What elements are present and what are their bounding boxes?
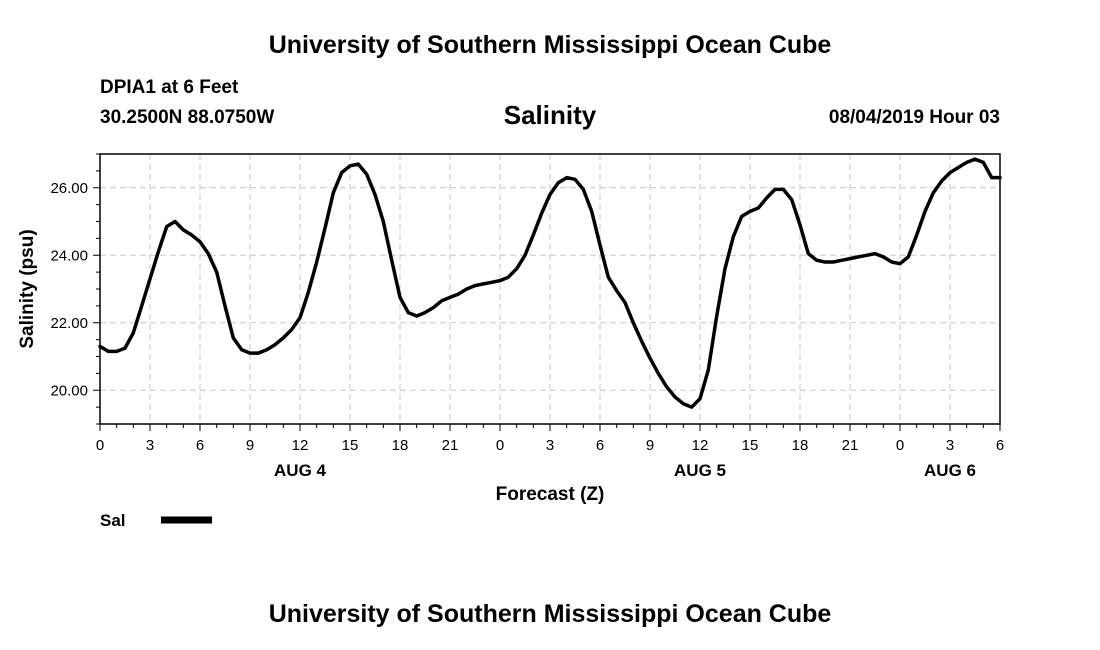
x-tick-label: 3	[546, 437, 554, 454]
x-axis-label: Forecast (Z)	[496, 484, 605, 505]
x-tick-label: 6	[996, 437, 1004, 454]
x-tick-label: 15	[342, 437, 359, 454]
day-label: AUG 4	[274, 461, 327, 480]
x-tick-label: 21	[442, 437, 459, 454]
x-tick-label: 3	[146, 437, 154, 454]
y-tick-label: 24.00	[50, 247, 88, 264]
x-tick-label: 0	[896, 437, 904, 454]
x-tick-label: 9	[246, 437, 254, 454]
x-tick-label: 3	[946, 437, 954, 454]
coordinates-label: 30.2500N 88.0750W	[100, 107, 275, 128]
y-tick-label: 20.00	[50, 382, 88, 399]
x-tick-label: 21	[842, 437, 859, 454]
day-label: AUG 6	[924, 461, 976, 480]
chart-top-title: University of Southern Mississippi Ocean…	[268, 31, 832, 59]
x-tick-label: 0	[496, 437, 504, 454]
x-tick-label: 18	[392, 437, 409, 454]
y-tick-label: 22.00	[50, 315, 88, 332]
day-label: AUG 5	[674, 461, 726, 480]
x-tick-label: 12	[692, 437, 709, 454]
x-tick-label: 6	[596, 437, 604, 454]
x-tick-label: 6	[196, 437, 204, 454]
legend-label: Sal	[100, 511, 126, 530]
y-axis-label: Salinity (psu)	[17, 229, 38, 348]
x-tick-label: 9	[646, 437, 654, 454]
x-tick-label: 12	[292, 437, 309, 454]
station-label: DPIA1 at 6 Feet	[100, 77, 239, 98]
chart-subtitle: Salinity	[503, 100, 597, 130]
x-tick-label: 18	[792, 437, 809, 454]
series-line-sal	[98, 157, 1002, 409]
forecast-datetime: 08/04/2019 Hour 03	[828, 107, 1000, 128]
x-tick-label: 0	[96, 437, 104, 454]
y-tick-label: 26.00	[50, 180, 88, 197]
chart-bottom-title: University of Southern Mississippi Ocean…	[268, 600, 832, 628]
x-tick-label: 15	[742, 437, 759, 454]
